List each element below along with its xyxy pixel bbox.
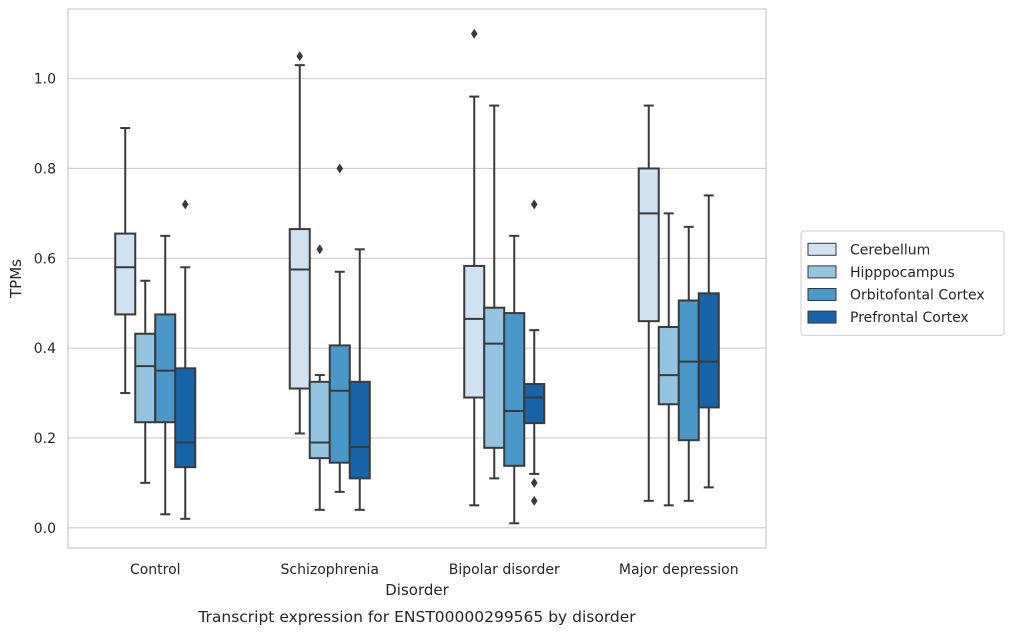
box-iqr <box>657 326 680 406</box>
box-orbitofontal-cortex-bipolar-disorder <box>503 234 526 525</box>
box-prefrontal-cortex-control <box>174 199 197 520</box>
box-iqr <box>174 367 197 469</box>
box-cerebellum-major-depression <box>637 104 660 502</box>
box-iqr <box>697 292 720 409</box>
box-cerebellum-bipolar-disorder <box>463 28 486 507</box>
x-axis-label: Disorder <box>385 581 449 599</box>
box-orbitofontal-cortex-control <box>154 234 177 516</box>
box-hipppocampus-schizophrenia <box>308 244 331 511</box>
gridlines <box>68 78 766 529</box>
x-tick-label: Control <box>130 562 181 578</box>
y-tick-label: 0.2 <box>34 431 56 447</box>
outlier-point <box>530 495 538 506</box>
legend-swatch <box>807 242 837 256</box>
box-cerebellum-control <box>114 127 137 395</box>
legend-items: Cerebellum Hipppocampus Orbitofontal Corte… <box>807 242 985 326</box>
y-tick-label: 0.0 <box>34 521 56 537</box>
box-hipppocampus-bipolar-disorder <box>483 104 506 480</box>
y-tick-label: 0.6 <box>34 251 56 267</box>
y-tick-label: 0.8 <box>34 161 56 177</box>
legend-frame <box>800 230 1005 336</box>
y-tick-label: 1.0 <box>34 72 56 88</box>
box-iqr <box>308 380 331 460</box>
box-iqr <box>463 264 486 399</box>
x-tick-labels: Control Schizophrenia Bipolar disorder Majo… <box>130 562 739 578</box>
outlier-point <box>296 51 304 62</box>
box-iqr <box>503 312 526 467</box>
box-cerebellum-schizophrenia <box>288 51 311 435</box>
box-prefrontal-cortex-major-depression <box>697 194 720 489</box>
legend-swatch <box>807 288 837 301</box>
box-iqr <box>637 167 660 323</box>
outlier-point <box>336 163 344 174</box>
box-iqr <box>154 313 177 424</box>
box-iqr <box>328 344 351 464</box>
legend-label: Cerebellum <box>850 242 930 258</box>
box-hipppocampus-major-depression <box>657 212 680 507</box>
y-axis-label: TPMs <box>7 259 25 299</box>
box-prefrontal-cortex-bipolar-disorder <box>523 199 546 506</box>
box-iqr <box>348 380 371 480</box>
box-orbitofontal-cortex-schizophrenia <box>328 163 351 493</box>
legend-label: Prefrontal Cortex <box>850 310 969 326</box>
box-iqr <box>288 228 311 390</box>
outlier-point <box>316 244 324 255</box>
outlier-point <box>470 28 478 39</box>
legend-swatch <box>807 265 837 279</box>
boxes <box>114 28 720 525</box>
box-iqr <box>523 383 546 425</box>
box-iqr <box>483 306 506 449</box>
outlier-point <box>530 477 538 488</box>
box-orbitofontal-cortex-major-depression <box>677 225 700 502</box>
box-hipppocampus-control <box>134 279 157 484</box>
legend-label: Hipppocampus <box>850 265 955 281</box>
x-tick-label: Major depression <box>619 562 739 578</box>
plot-frame <box>67 8 767 549</box>
box-prefrontal-cortex-schizophrenia <box>348 248 371 511</box>
box-iqr <box>677 299 700 442</box>
y-tick-label: 0.4 <box>34 341 56 357</box>
chart-caption: Transcript expression for ENST0000029956… <box>197 608 636 626</box>
box-iqr <box>114 232 137 316</box>
y-tick-labels: 0.0 0.2 0.4 0.6 0.8 1.0 <box>34 72 56 537</box>
x-tick-label: Bipolar disorder <box>449 562 560 578</box>
legend-label: Orbitofontal Cortex <box>850 288 985 304</box>
legend-swatch <box>807 310 837 324</box>
box-iqr <box>134 332 157 424</box>
legend: Cerebellum Hipppocampus Orbitofontal Corte… <box>800 230 1005 336</box>
x-tick-label: Schizophrenia <box>281 562 379 578</box>
outlier-point <box>181 199 189 210</box>
outlier-point <box>530 199 538 210</box>
